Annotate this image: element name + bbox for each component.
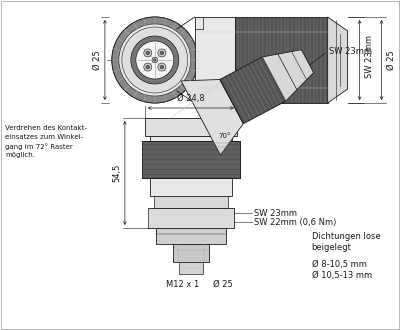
Circle shape — [146, 65, 150, 69]
Bar — [195, 17, 235, 103]
Text: Ø 10,5-13 mm: Ø 10,5-13 mm — [312, 271, 372, 280]
Bar — [145, 118, 237, 136]
Polygon shape — [181, 80, 243, 155]
Text: Ø 24,8: Ø 24,8 — [177, 94, 205, 103]
Text: SW 23mm: SW 23mm — [365, 35, 374, 78]
Text: SW 23mm: SW 23mm — [330, 47, 372, 56]
Circle shape — [122, 27, 188, 93]
Circle shape — [158, 49, 166, 57]
Bar — [179, 262, 203, 274]
Text: beigelegt: beigelegt — [312, 243, 352, 252]
Bar — [235, 17, 328, 103]
Circle shape — [144, 49, 152, 57]
Bar — [156, 228, 226, 244]
Bar — [148, 208, 234, 228]
Circle shape — [160, 65, 164, 69]
Circle shape — [144, 63, 152, 71]
Circle shape — [112, 17, 198, 103]
Bar — [173, 244, 209, 262]
Text: Ø 25: Ø 25 — [386, 50, 396, 70]
Text: M12 x 1: M12 x 1 — [166, 280, 200, 289]
Text: Dichtungen lose: Dichtungen lose — [312, 232, 380, 241]
Text: Ø 8-10,5 mm: Ø 8-10,5 mm — [312, 260, 366, 269]
Text: einsatzes zum Winkel-: einsatzes zum Winkel- — [5, 134, 83, 140]
Bar — [154, 196, 228, 208]
Text: 54,5: 54,5 — [112, 164, 121, 182]
Text: SW 22mm (0,6 Nm): SW 22mm (0,6 Nm) — [254, 217, 336, 226]
Circle shape — [131, 36, 179, 84]
Circle shape — [146, 51, 150, 55]
Polygon shape — [220, 57, 286, 124]
Circle shape — [154, 59, 156, 61]
Circle shape — [119, 24, 191, 96]
Circle shape — [158, 63, 166, 71]
Text: 70°: 70° — [219, 133, 231, 139]
Text: SW 23mm: SW 23mm — [254, 209, 297, 217]
Bar — [142, 141, 240, 178]
Circle shape — [112, 17, 198, 103]
Bar — [150, 136, 232, 196]
Text: Verdrehen des Kontakt-: Verdrehen des Kontakt- — [5, 125, 87, 131]
Polygon shape — [328, 17, 348, 103]
Circle shape — [160, 51, 164, 55]
Text: gang im 72° Raster: gang im 72° Raster — [5, 143, 73, 150]
Text: möglich.: möglich. — [5, 152, 35, 158]
Circle shape — [136, 41, 174, 79]
Circle shape — [152, 57, 158, 63]
Text: Ø 25: Ø 25 — [92, 50, 101, 70]
Polygon shape — [262, 50, 314, 101]
Text: Ø 25: Ø 25 — [213, 280, 232, 289]
